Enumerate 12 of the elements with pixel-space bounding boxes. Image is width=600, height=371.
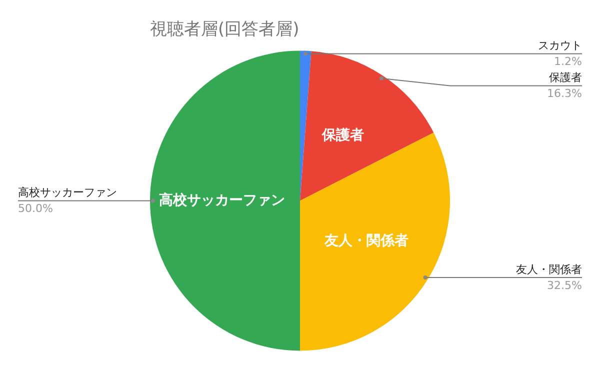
- data-label: 50.0%: [18, 202, 53, 216]
- data-label: 32.5%: [547, 278, 582, 292]
- data-label: 16.3%: [547, 87, 582, 100]
- slice-label: 保護者: [321, 126, 364, 144]
- slice-label: 保護者: [549, 71, 582, 84]
- chart-title: 視聴者層(回答者層): [150, 20, 300, 40]
- data-label: 1.2%: [554, 55, 582, 68]
- slice-label: 友人・関係者: [324, 233, 409, 250]
- slice-label: 高校サッカーファン: [159, 191, 285, 208]
- slice-label: 友人・関係者: [516, 262, 582, 276]
- slice-label: スカウト: [538, 39, 582, 52]
- slice-label: 高校サッカーファン: [18, 186, 117, 200]
